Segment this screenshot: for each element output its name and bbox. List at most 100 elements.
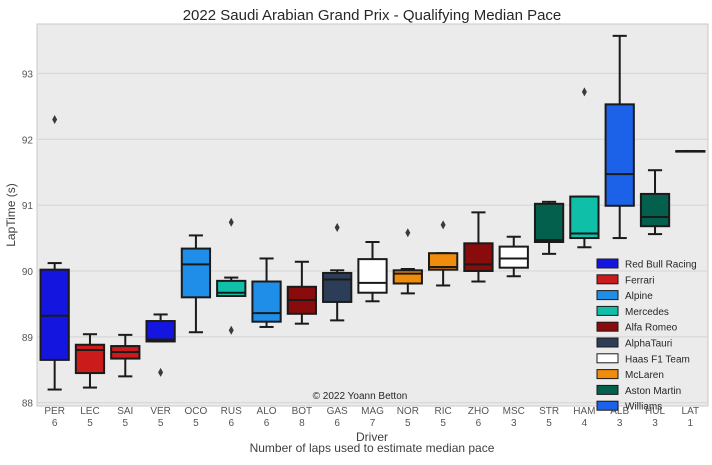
box-msc — [498, 235, 529, 278]
x-tick-laps: 7 — [370, 418, 376, 429]
iqr-box — [392, 269, 423, 285]
x-tick-driver: ALO — [257, 406, 277, 417]
iqr-box — [498, 245, 529, 269]
x-tick-driver: MSC — [503, 406, 525, 417]
iqr-box — [533, 202, 565, 244]
x-tick-laps: 6 — [228, 418, 234, 429]
x-tick-laps: 5 — [87, 418, 93, 429]
legend-label: Ferrari — [625, 275, 654, 286]
legend-item: Alfa Romeo — [596, 321, 678, 334]
box-ric — [428, 220, 459, 287]
legend-label: Alpine — [625, 291, 653, 302]
legend-label: Mercedes — [625, 307, 669, 318]
x-tick-laps: 5 — [440, 418, 446, 429]
box-alo — [251, 257, 282, 328]
x-tick-laps: 6 — [52, 418, 58, 429]
box-mag — [357, 241, 388, 303]
legend-label: AlphaTauri — [625, 339, 672, 350]
box-per — [39, 115, 70, 391]
legend-item: Williams — [596, 400, 662, 413]
x-tick-laps: 3 — [511, 418, 517, 429]
legend: Red Bull Racing Ferrari Alpine Mercedes Alfa… — [596, 258, 697, 413]
x-tick-laps: 5 — [158, 418, 164, 429]
legend-item: Haas F1 Team — [596, 353, 690, 365]
x-tick-driver: STR — [539, 406, 559, 417]
outlier-point — [440, 220, 446, 230]
legend-label: Red Bull Racing — [625, 260, 697, 271]
box-rus — [216, 217, 247, 335]
x-axis-sublabel: Number of laps used to estimate median p… — [250, 441, 495, 455]
iqr-box — [74, 343, 106, 375]
x-tick-laps: 5 — [123, 418, 129, 429]
x-tick-driver: BOT — [292, 406, 313, 417]
legend-swatch — [596, 369, 619, 380]
x-tick-driver: RUS — [221, 406, 242, 417]
legend-item: Aston Martin — [596, 384, 681, 397]
x-tick-laps: 5 — [546, 418, 552, 429]
legend-label: Alfa Romeo — [625, 323, 678, 334]
x-tick-laps: 1 — [688, 418, 694, 429]
x-tick-laps: 6 — [264, 418, 270, 429]
iqr-box — [463, 242, 494, 272]
y-tick-label: 88 — [22, 399, 34, 410]
legend-label: Williams — [625, 402, 662, 413]
legend-item: McLaren — [596, 369, 664, 381]
y-tick-labels: 88 89 90 91 92 93 — [22, 69, 34, 409]
iqr-box — [322, 271, 353, 303]
legend-item: Red Bull Racing — [596, 258, 697, 271]
iqr-box — [145, 320, 176, 343]
outlier-point — [158, 367, 164, 377]
x-tick-laps: 3 — [617, 418, 623, 429]
y-tick-label: 93 — [22, 69, 34, 80]
box-str — [533, 200, 565, 255]
legend-swatch — [596, 400, 619, 411]
x-tick-laps: 5 — [405, 418, 411, 429]
legend-swatch — [596, 337, 619, 348]
outlier-point — [52, 115, 58, 124]
box-lat — [675, 150, 706, 153]
box-sai — [110, 333, 141, 378]
iqr-box — [639, 192, 671, 228]
watermark: © 2022 Yoann Betton — [313, 391, 408, 402]
y-tick-label: 89 — [22, 333, 34, 344]
x-tick-driver: ZHO — [468, 406, 489, 417]
legend-swatch — [596, 274, 619, 285]
x-tick-laps: 5 — [193, 418, 199, 429]
box-alb — [604, 34, 635, 240]
outlier-point — [581, 87, 587, 97]
x-tick-laps: 6 — [334, 418, 340, 429]
x-tick-driver: ALB — [610, 406, 629, 417]
x-tick-driver: SAI — [117, 406, 133, 417]
x-tick-driver: VER — [150, 406, 171, 417]
box-ham — [569, 87, 600, 249]
box-bot — [286, 260, 317, 325]
iqr-box — [357, 258, 388, 294]
x-tick-driver: OCO — [185, 406, 208, 417]
y-tick-label: 92 — [22, 135, 34, 146]
legend-label: Aston Martin — [625, 386, 681, 397]
iqr-box — [251, 280, 282, 323]
legend-swatch — [596, 384, 619, 395]
iqr-box — [428, 252, 459, 271]
x-tick-laps: 8 — [299, 418, 305, 429]
outlier-point — [334, 223, 340, 233]
iqr-box — [180, 247, 212, 299]
legend-swatch — [596, 321, 619, 332]
x-tick-laps: 6 — [476, 418, 482, 429]
box-lec — [74, 333, 106, 389]
box-oco — [180, 234, 212, 334]
iqr-box — [604, 103, 635, 207]
y-tick-label: 91 — [22, 201, 34, 212]
y-tick-label: 90 — [22, 267, 34, 278]
legend-item: Alpine — [596, 290, 653, 302]
iqr-box — [569, 195, 600, 240]
iqr-box — [216, 279, 247, 298]
x-tick-driver: PER — [44, 406, 65, 417]
x-tick-laps: 4 — [582, 418, 588, 429]
legend-item: AlphaTauri — [596, 337, 672, 350]
box-hul — [639, 169, 671, 236]
x-tick-driver: RIC — [435, 406, 452, 417]
box-ver — [145, 313, 176, 377]
